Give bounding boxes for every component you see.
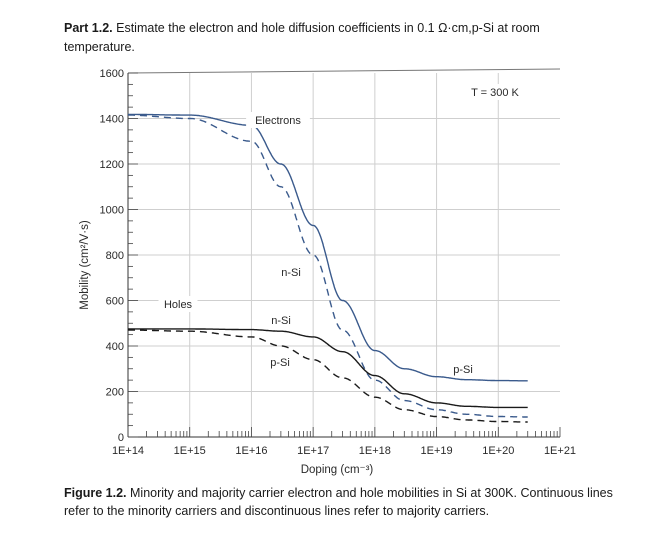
problem-text-2: temperature.: [64, 40, 135, 54]
annotation-p-si-hole: p-Si: [270, 357, 290, 369]
annotation-n-si-hole-bg: [264, 312, 298, 328]
chart-grid: [128, 73, 560, 437]
chart-lines: [128, 113, 528, 423]
annotation-electrons-bg: [246, 112, 310, 128]
problem-text: Estimate the electron and hole diffusion…: [116, 21, 540, 35]
annotation-p-si-electron: p-Si: [453, 364, 473, 376]
figure-caption: Figure 1.2. Minority and majority carrie…: [64, 484, 624, 520]
annotation-n-si-hole: n-Si: [271, 315, 291, 327]
chart-axes: [127, 68, 561, 438]
y-tick-label: 1000: [100, 205, 124, 217]
y-tick-label: 1600: [100, 68, 124, 80]
y-tick-label: 200: [106, 387, 124, 399]
y-tick-label: 0: [118, 432, 124, 444]
y-tick-label: 1200: [100, 159, 124, 171]
y-tick-label: 400: [106, 341, 124, 353]
caption-text: Minority and majority carrier electron a…: [64, 486, 613, 518]
x-tick-label: 1E+17: [297, 445, 329, 457]
x-axis-title: Doping (cm⁻³): [301, 464, 374, 476]
problem-label: Part 1.2.: [64, 21, 113, 35]
y-axis-title: Mobility (cm²/V·s): [79, 220, 91, 310]
annotation-electrons: Electrons: [255, 115, 301, 127]
annotation-holes: Holes: [164, 299, 193, 311]
plot-top-border: [127, 68, 561, 74]
series-line-electron-minority: [128, 113, 528, 382]
problem-statement: Part 1.2. Estimate the electron and hole…: [64, 19, 584, 57]
x-tick-label: 1E+14: [112, 445, 144, 457]
series-line-electron-majority: [128, 114, 528, 418]
mobility-chart: 0 200 400 600 800 1000 1200 1400 1600 1E+14 1E+15 1…: [79, 68, 576, 476]
x-tick-label: 1E+15: [174, 445, 206, 457]
x-tick-label: 1E+16: [235, 445, 267, 457]
annotation-p-si-hole-bg: [263, 354, 297, 370]
annotation-temperature: T = 300 K: [471, 87, 519, 99]
x-tick-label: 1E+18: [359, 445, 391, 457]
annotation-temperature-bg: [463, 84, 527, 100]
annotation-p-si-electron-bg: [446, 361, 480, 377]
y-tick-label: 600: [106, 296, 124, 308]
annotation-holes-bg: [158, 296, 198, 312]
chart-labels: 0 200 400 600 800 1000 1200 1400 1600 1E+14 1E+15 1…: [79, 68, 576, 476]
x-tick-label: 1E+21: [544, 445, 576, 457]
x-tick-label: 1E+19: [421, 445, 453, 457]
series-line-hole-majority: [128, 329, 528, 423]
annotation-n-si-electron-bg: [274, 264, 308, 280]
series-line-hole-minority: [128, 328, 528, 409]
annotation-n-si-electron: n-Si: [281, 267, 301, 279]
y-tick-label: 1400: [100, 114, 124, 126]
x-tick-label: 1E+20: [482, 445, 514, 457]
y-tick-label: 800: [106, 250, 124, 262]
caption-label: Figure 1.2.: [64, 486, 127, 500]
